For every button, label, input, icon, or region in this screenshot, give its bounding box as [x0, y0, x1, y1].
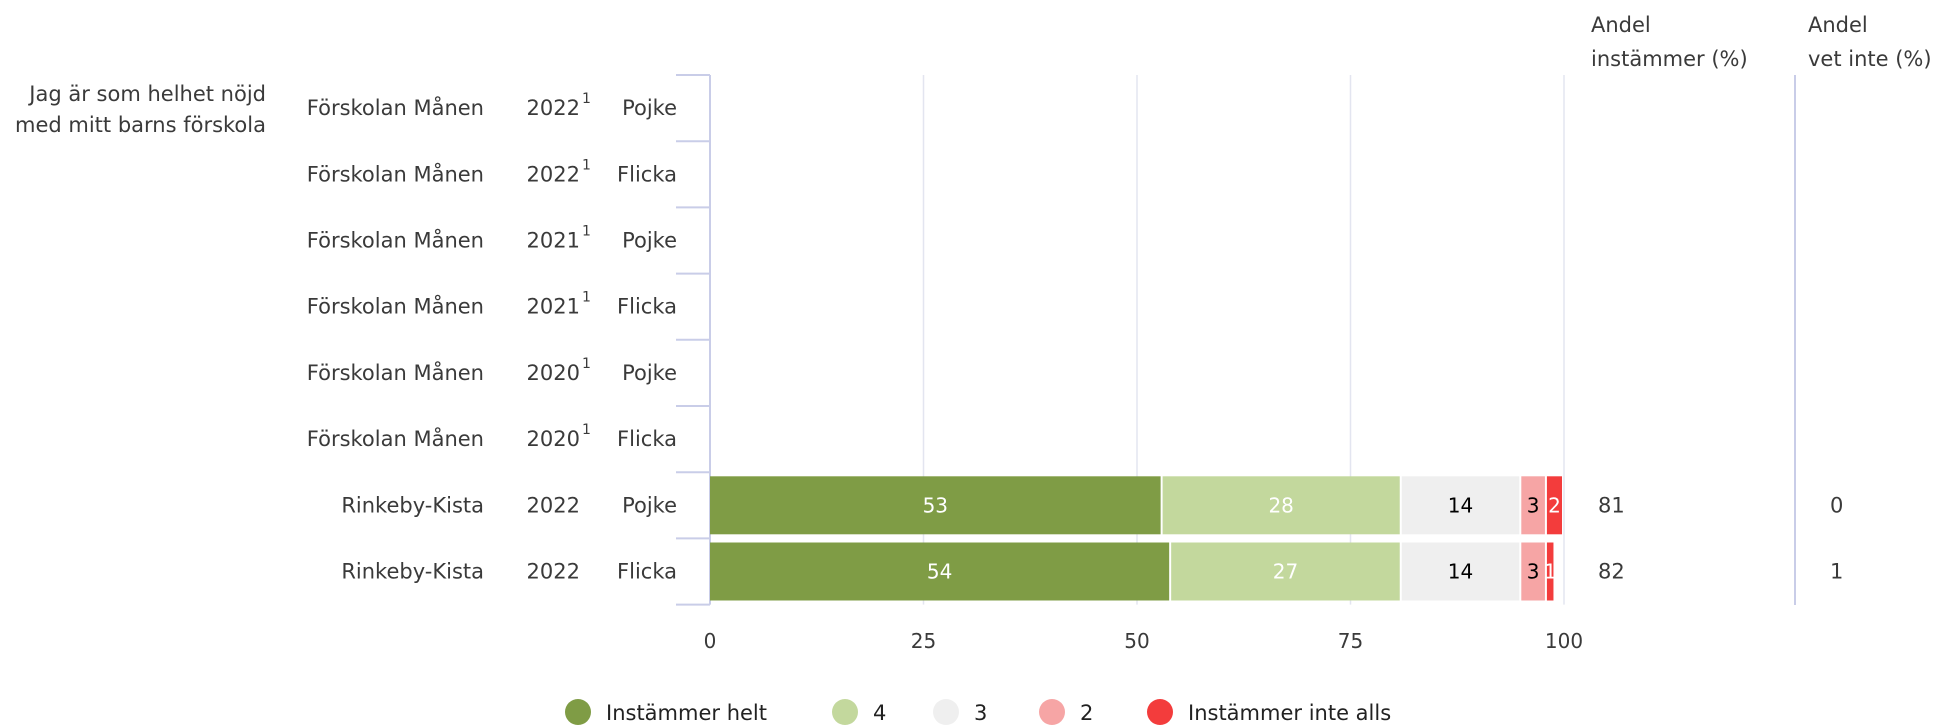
bar-value-label: 27: [1273, 560, 1298, 584]
bar-segment: [710, 542, 1170, 601]
row-year-label: 2021: [527, 295, 580, 319]
dontknow-header-line1: Andel: [1808, 13, 1868, 37]
legend-marker: [933, 699, 959, 725]
bars: 53 28 14 3 254 27 14 3 1: [710, 476, 1562, 601]
row-school-label: Förskolan Månen: [307, 161, 484, 186]
row-footnote: 1: [582, 290, 591, 306]
question-line1: Jag är som helhet nöjd: [27, 82, 266, 106]
row-footnote: 1: [582, 91, 591, 107]
row-school-label: Förskolan Månen: [307, 426, 484, 451]
column-headers: Andel instämmer (%) Andel vet inte (%): [1591, 13, 1932, 71]
x-tick-label: 0: [704, 629, 717, 653]
legend-label: 3: [974, 701, 987, 725]
row-footnote: 1: [582, 422, 591, 438]
bar-value-label: 54: [927, 560, 952, 584]
bar-segment: [1171, 542, 1400, 601]
x-tick-label: 25: [911, 629, 936, 653]
row-footnote: 1: [582, 157, 591, 173]
row-gender-label: Flicka: [617, 295, 677, 319]
legend-marker: [1039, 699, 1065, 725]
bar-segment: [1521, 542, 1545, 601]
bar-value-label: 1: [1544, 560, 1557, 584]
agree-header-line1: Andel: [1591, 13, 1651, 37]
row-gender-label: Flicka: [617, 162, 677, 186]
row-gender-label: Flicka: [617, 560, 677, 584]
row-school-label: Förskolan Månen: [307, 228, 484, 253]
bar-value-label: 53: [923, 493, 948, 517]
legend-label: 4: [873, 701, 886, 725]
legend-marker: [565, 699, 591, 725]
bar-value-label: 14: [1448, 493, 1473, 517]
bar-value-label: 14: [1448, 560, 1473, 584]
row-gender-label: Pojke: [622, 361, 677, 385]
row-year-label: 2020: [527, 361, 580, 385]
legend-marker: [832, 699, 858, 725]
andel-vet-inte-value: 0: [1830, 493, 1843, 517]
x-tick-label: 75: [1338, 629, 1363, 653]
question-line2: med mitt barns förskola: [15, 113, 266, 137]
agree-header-line2: instämmer (%): [1591, 47, 1748, 71]
row-year-label: 2022: [527, 162, 580, 186]
bar-segment: [1521, 476, 1545, 535]
andel-instammer-value: 81: [1598, 493, 1625, 517]
bar-segment: [1401, 542, 1520, 601]
row-year-label: 2020: [527, 427, 580, 451]
row-year-label: 2022: [527, 493, 580, 517]
row-year-label: 2021: [527, 229, 580, 253]
bar-value-label: 3: [1527, 560, 1540, 584]
bar-value-label: 2: [1548, 493, 1561, 517]
row-year-label: 2022: [527, 96, 580, 120]
row-footnote: 1: [582, 356, 591, 372]
andel-vet-inte-value: 1: [1830, 560, 1843, 584]
row-gender-label: Pojke: [622, 493, 677, 517]
x-tick-label: 50: [1124, 629, 1149, 653]
legend: Instämmer helt 4 3 2 Instämmer inte alls: [565, 699, 1391, 725]
x-axis-ticks: 0 25 50 75 100: [704, 629, 1583, 653]
question-label: Jag är som helhet nöjd med mitt barns fö…: [15, 82, 266, 137]
row-year-label: 2022: [527, 560, 580, 584]
row-school-label: Förskolan Månen: [307, 95, 484, 120]
dontknow-header-line2: vet inte (%): [1808, 47, 1932, 71]
bar-segment: [1546, 476, 1562, 535]
row-school-label: Rinkeby-Kista: [341, 560, 484, 584]
bar-value-label: 3: [1527, 493, 1540, 517]
x-tick-label: 100: [1545, 629, 1583, 653]
legend-label: Instämmer helt: [606, 701, 767, 725]
andel-instammer-value: 82: [1598, 560, 1625, 584]
legend-label: Instämmer inte alls: [1188, 701, 1391, 725]
bar-segment: [1546, 542, 1554, 601]
bar-segment: [1401, 476, 1520, 535]
row-gender-label: Pojke: [622, 229, 677, 253]
row-footnote: 1: [582, 224, 591, 240]
axes: [676, 74, 1796, 606]
bar-segment: [1162, 476, 1400, 535]
row-gender-label: Flicka: [617, 427, 677, 451]
side-columns: 81 0 82 1: [1598, 493, 1843, 583]
legend-label: 2: [1080, 701, 1093, 725]
row-school-label: Rinkeby-Kista: [341, 493, 484, 517]
row-school-label: Förskolan Månen: [307, 294, 484, 319]
bar-segment: [710, 476, 1161, 535]
legend-marker: [1147, 699, 1173, 725]
row-gender-label: Pojke: [622, 96, 677, 120]
bar-value-label: 28: [1268, 493, 1293, 517]
row-school-label: Förskolan Månen: [307, 360, 484, 385]
